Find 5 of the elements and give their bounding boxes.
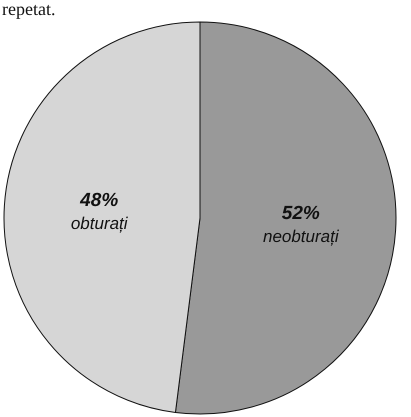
slice-label: obturați [70, 214, 129, 234]
slice-label: neobturați [262, 226, 340, 246]
text: repetat. [2, 0, 56, 19]
data-label: 48% [79, 190, 118, 212]
data-label: 52% [282, 202, 320, 224]
